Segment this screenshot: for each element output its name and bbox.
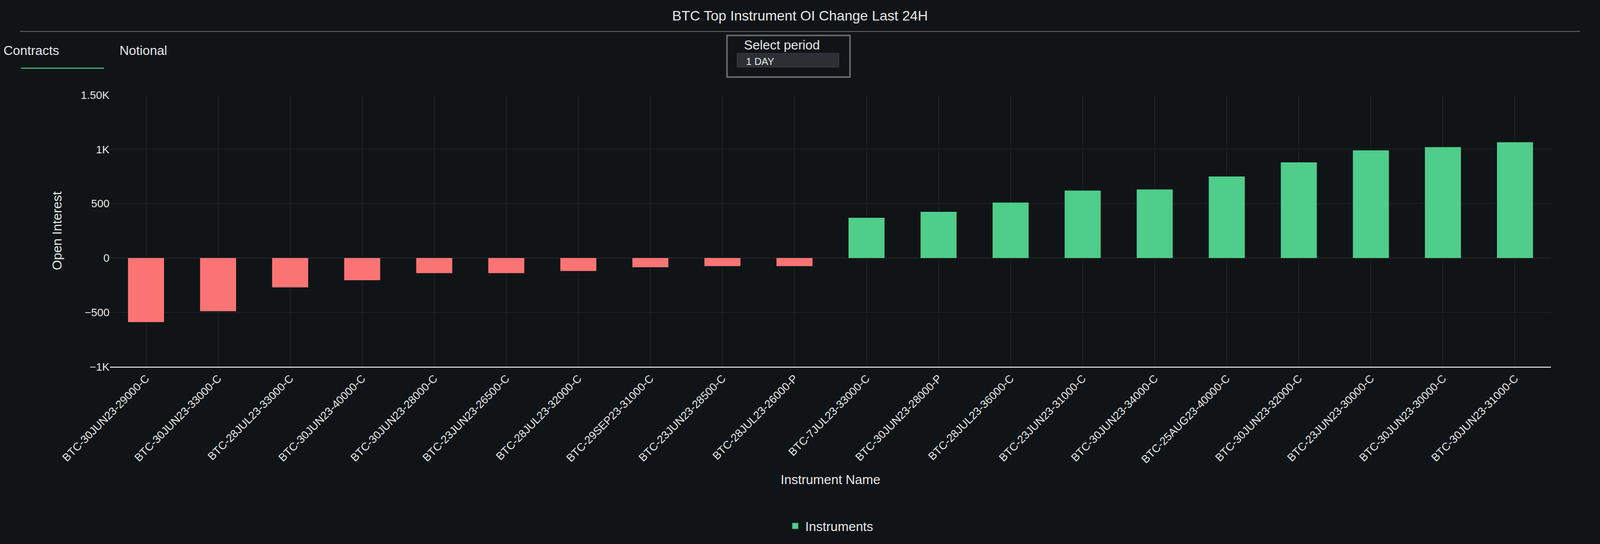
svg-text:BTC-30JUN23-31000-C: BTC-30JUN23-31000-C bbox=[1429, 372, 1521, 465]
svg-text:BTC Top Instrument OI Change L: BTC Top Instrument OI Change Last 24H bbox=[672, 8, 928, 24]
svg-text:BTC-30JUN23-28000-C: BTC-30JUN23-28000-C bbox=[348, 372, 440, 465]
svg-text:BTC-23JUN23-31000-C: BTC-23JUN23-31000-C bbox=[996, 372, 1089, 465]
svg-text:BTC-23JUN23-26500-C: BTC-23JUN23-26500-C bbox=[420, 372, 512, 465]
svg-text:BTC-7JUL23-33000-C: BTC-7JUL23-33000-C bbox=[786, 372, 873, 459]
svg-text:Instrument Name: Instrument Name bbox=[780, 472, 880, 488]
svg-text:BTC-30JUN23-28000-P: BTC-30JUN23-28000-P bbox=[853, 372, 945, 464]
svg-text:BTC-23JUN23-28500-C: BTC-23JUN23-28500-C bbox=[636, 372, 728, 465]
svg-text:BTC-30JUN23-32000-C: BTC-30JUN23-32000-C bbox=[1212, 372, 1305, 465]
svg-text:BTC-28JUL23-36000-C: BTC-28JUL23-36000-C bbox=[925, 372, 1016, 463]
svg-text:BTC-30JUN23-33000-C: BTC-30JUN23-33000-C bbox=[132, 372, 224, 465]
svg-text:BTC-25AUG23-40000-C: BTC-25AUG23-40000-C bbox=[1139, 372, 1233, 466]
svg-text:Select period: Select period bbox=[744, 37, 820, 53]
svg-text:Open Interest: Open Interest bbox=[49, 191, 65, 270]
svg-text:BTC-28JUL23-33000-C: BTC-28JUL23-33000-C bbox=[205, 372, 296, 463]
svg-text:BTC-30JUN23-30000-C: BTC-30JUN23-30000-C bbox=[1356, 372, 1449, 465]
svg-text:−1K: −1K bbox=[89, 361, 110, 374]
svg-text:500: 500 bbox=[91, 197, 110, 210]
svg-text:BTC-30JUN23-34000-C: BTC-30JUN23-34000-C bbox=[1068, 372, 1161, 465]
svg-text:1.50K: 1.50K bbox=[81, 89, 110, 102]
svg-text:BTC-28JUL23-32000-C: BTC-28JUL23-32000-C bbox=[493, 372, 584, 463]
svg-text:Instruments: Instruments bbox=[805, 519, 874, 535]
svg-text:0: 0 bbox=[103, 252, 110, 265]
svg-text:1K: 1K bbox=[96, 143, 110, 156]
svg-text:BTC-30JUN23-40000-C: BTC-30JUN23-40000-C bbox=[276, 372, 368, 465]
svg-text:BTC-29SEP23-31000-C: BTC-29SEP23-31000-C bbox=[563, 372, 656, 465]
svg-text:1 DAY: 1 DAY bbox=[746, 56, 774, 67]
svg-text:BTC-28JUL23-26000-P: BTC-28JUL23-26000-P bbox=[710, 372, 800, 463]
svg-text:BTC-30JUN23-29000-C: BTC-30JUN23-29000-C bbox=[60, 372, 152, 465]
svg-text:Notional: Notional bbox=[119, 43, 167, 58]
svg-text:Contracts: Contracts bbox=[3, 43, 59, 58]
svg-text:BTC-23JUN23-30000-C: BTC-23JUN23-30000-C bbox=[1284, 372, 1377, 465]
svg-text:−500: −500 bbox=[84, 306, 110, 319]
